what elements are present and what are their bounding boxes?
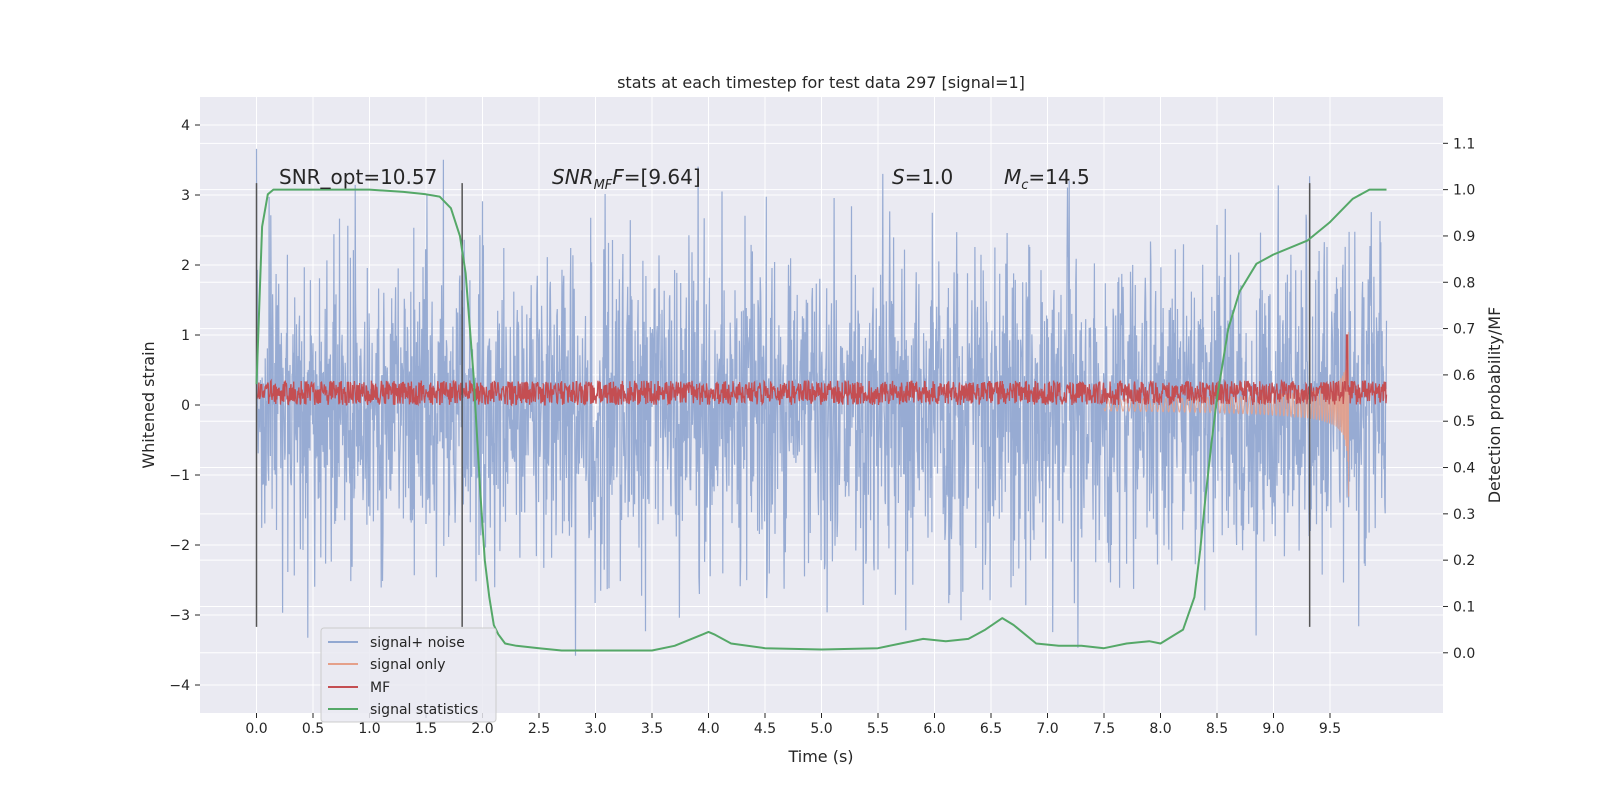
y-tick-label: 0 — [181, 398, 190, 414]
x-tick-label: 0.5 — [302, 721, 324, 737]
y-axis-label: Whitened strain — [139, 341, 158, 468]
y2-tick-label: 0.2 — [1453, 553, 1475, 569]
y-tick-label: −2 — [169, 538, 190, 554]
x-tick-label: 3.0 — [584, 721, 606, 737]
y-tick-label: 3 — [181, 188, 190, 204]
legend-label-signal-noise: signal+ noise — [370, 635, 465, 651]
y-tick-label: 4 — [181, 118, 190, 134]
x-tick-label: 4.0 — [697, 721, 719, 737]
y2-tick-label: 1.1 — [1453, 136, 1475, 152]
x-tick-label: 1.5 — [415, 721, 437, 737]
x-tick-label: 2.0 — [471, 721, 493, 737]
signal-noise-series — [255, 148, 1388, 656]
y2-tick-label: 0.6 — [1453, 368, 1475, 384]
y2-tick-label: 1.0 — [1453, 183, 1475, 199]
x-axis-label: Time (s) — [787, 747, 853, 766]
chart-title: stats at each timestep for test data 297… — [617, 73, 1025, 92]
x-tick-label: 7.5 — [1093, 721, 1115, 737]
x-tick-label: 9.0 — [1262, 721, 1284, 737]
x-tick-label: 5.0 — [810, 721, 832, 737]
y2-tick-label: 0.0 — [1453, 646, 1475, 662]
legend-label-signal-only: signal only — [370, 657, 445, 673]
signal-noise-line — [255, 148, 1388, 656]
legend-label-signal-statistics: signal statistics — [370, 702, 478, 718]
mf-series — [255, 334, 1388, 407]
x-tick-label: 5.5 — [867, 721, 889, 737]
y-tick-label: −1 — [169, 468, 190, 484]
x-tick-label: 9.5 — [1319, 721, 1341, 737]
y2-axis-ticks: 0.0 0.1 0.2 0.3 0.4 0.5 0.6 0.7 0.8 0.9 1.0 1.1 — [1443, 136, 1475, 662]
x-tick-label: 7.0 — [1036, 721, 1058, 737]
x-axis-ticks: 0.0 0.5 1.0 1.5 2.0 2.5 3.0 3.5 4.0 4.5 5.0 5.5 6.0 6… — [245, 713, 1341, 737]
signal-statistics-series — [255, 188, 1387, 652]
y-tick-label: 2 — [181, 258, 190, 274]
y2-tick-label: 0.7 — [1453, 322, 1475, 338]
legend-label-mf: MF — [370, 680, 390, 696]
x-tick-label: 3.5 — [641, 721, 663, 737]
y2-axis-label: Detection probability/MF — [1485, 307, 1504, 504]
signal-statistics-line — [255, 188, 1387, 652]
annotation-s: S=1.0 — [892, 165, 953, 189]
y2-tick-label: 0.1 — [1453, 599, 1475, 615]
x-tick-label: 8.5 — [1206, 721, 1228, 737]
y-tick-label: 1 — [181, 328, 190, 344]
x-tick-label: 6.5 — [980, 721, 1002, 737]
y2-tick-label: 0.8 — [1453, 275, 1475, 291]
annotation-mc: Mc=14.5 — [1004, 165, 1090, 193]
annotation-snr-mf: SNRMFF=[9.64] — [552, 165, 701, 193]
x-tick-label: 2.5 — [528, 721, 550, 737]
annotation-snr-opt: SNR_opt=10.57 — [279, 165, 437, 189]
legend-box — [320, 627, 497, 723]
mf-line — [255, 334, 1388, 407]
x-tick-label: 6.0 — [923, 721, 945, 737]
legend: signal+ noise signal only MF signal stat… — [320, 627, 497, 723]
x-tick-label: 8.0 — [1149, 721, 1171, 737]
y-axis-ticks: −4 −3 −2 −1 0 1 2 3 4 — [169, 118, 200, 694]
y2-tick-label: 0.3 — [1453, 507, 1475, 523]
y-tick-label: −4 — [169, 678, 190, 694]
x-tick-label: 1.0 — [358, 721, 380, 737]
y2-tick-label: 0.5 — [1453, 414, 1475, 430]
y2-tick-label: 0.9 — [1453, 229, 1475, 245]
x-tick-label: 4.5 — [754, 721, 776, 737]
y2-tick-label: 0.4 — [1453, 461, 1475, 477]
x-tick-label: 0.0 — [245, 721, 267, 737]
y-tick-label: −3 — [169, 608, 190, 624]
